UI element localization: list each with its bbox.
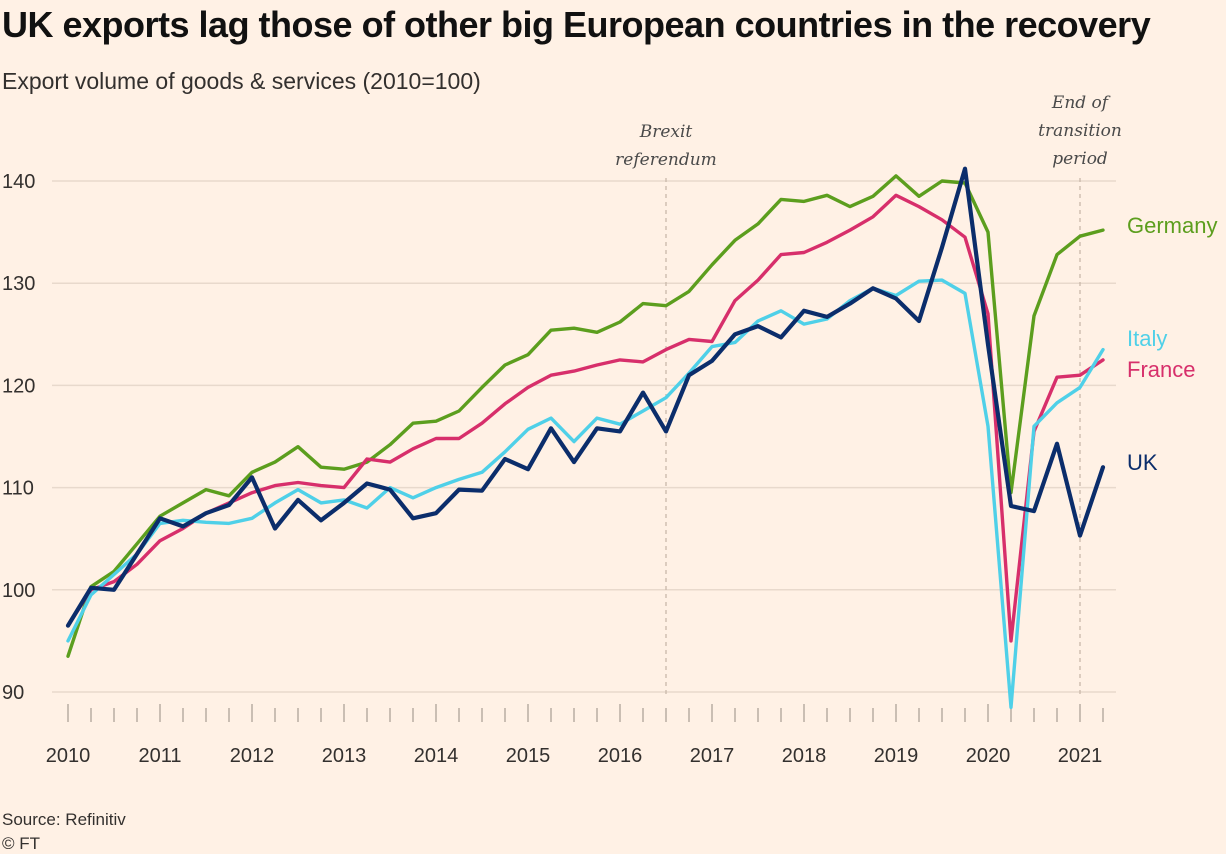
x-tick-label: 2017 xyxy=(690,745,735,767)
annotation-label: period xyxy=(1052,149,1108,169)
x-tick-label: 2010 xyxy=(46,745,91,767)
x-tick-label: 2011 xyxy=(138,745,181,767)
series-line-germany xyxy=(66,174,1105,658)
y-tick-label: 140 xyxy=(2,171,35,193)
y-tick-label: 110 xyxy=(2,478,34,500)
copyright-note: © FT xyxy=(2,834,41,853)
chart-subtitle: Export volume of goods & services (2010=… xyxy=(2,68,481,94)
series-labels: Germany France Italy UK xyxy=(1127,213,1217,475)
y-tick-label: 120 xyxy=(2,375,35,397)
series-line-uk xyxy=(65,166,1106,628)
series-label-germany: Germany xyxy=(1127,213,1217,238)
x-tick-label: 2016 xyxy=(598,745,643,767)
x-tick-label: 2020 xyxy=(966,745,1011,767)
series-label-italy: Italy xyxy=(1127,326,1167,351)
y-tick-label: 90 xyxy=(2,682,24,704)
annotation-label: transition xyxy=(1038,121,1122,141)
y-tick-label: 130 xyxy=(2,273,35,295)
gridlines: 90 100 110 120 130 140 xyxy=(2,171,1116,704)
x-tick-label: 2013 xyxy=(322,745,367,767)
axes: 2010 2011 2012 2013 2014 2015 2016 2017 2018 2019… xyxy=(46,704,1104,767)
y-tick-label: 100 xyxy=(2,580,35,602)
x-tick-label: 2014 xyxy=(414,745,459,767)
x-tick-label: 2019 xyxy=(874,745,919,767)
series-line-france xyxy=(66,193,1105,643)
series-label-france: France xyxy=(1127,357,1195,382)
annotations: Brexit referendum End of transition period xyxy=(615,93,1122,694)
series-lines xyxy=(65,166,1106,709)
source-note: Source: Refinitiv xyxy=(2,810,126,829)
series-label-uk: UK xyxy=(1127,450,1158,475)
x-tick-label: 2021 xyxy=(1058,745,1103,767)
x-tick-label: 2012 xyxy=(230,745,275,767)
annotation-label: referendum xyxy=(615,150,717,170)
annotation-label: Brexit xyxy=(639,122,693,142)
x-tick-label: 2018 xyxy=(782,745,827,767)
chart-title: UK exports lag those of other big Europe… xyxy=(2,4,1151,45)
x-tick-label: 2015 xyxy=(506,745,551,767)
annotation-label: End of xyxy=(1051,93,1111,113)
